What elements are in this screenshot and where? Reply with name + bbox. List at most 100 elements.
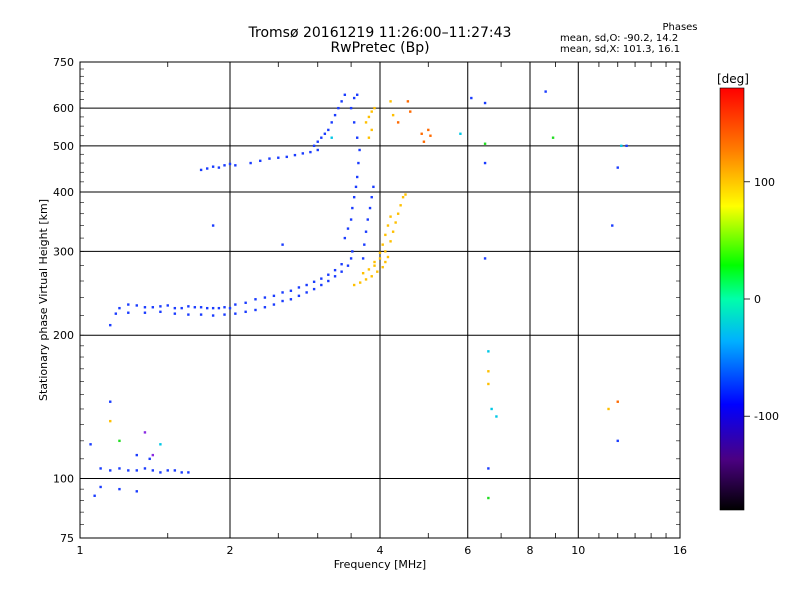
data-point (340, 263, 343, 266)
colorbar-tick-label: -100 (754, 410, 779, 423)
data-point (406, 100, 410, 103)
data-point (373, 260, 376, 264)
data-point (351, 206, 354, 210)
y-tick-label: 100 (53, 473, 74, 486)
data-point (93, 494, 96, 497)
x-tick-label: 2 (227, 544, 234, 557)
data-point (99, 485, 102, 489)
data-point (320, 136, 323, 139)
data-point (159, 443, 162, 446)
data-point (394, 221, 397, 224)
data-point (118, 467, 121, 470)
data-point (361, 272, 365, 275)
phases-info: Phases mean, sd,O: -90.2, 14.2 mean, sd,… (560, 22, 800, 55)
grid-lines (80, 62, 680, 538)
data-point (199, 168, 203, 172)
data-point (327, 128, 330, 132)
data-point (263, 306, 267, 309)
data-point (487, 496, 490, 500)
data-point (127, 303, 130, 306)
data-point (352, 96, 356, 100)
data-point (289, 298, 293, 301)
x-tick-label: 1 (77, 544, 84, 557)
data-point (159, 305, 162, 308)
data-point (490, 407, 493, 411)
data-point (373, 264, 376, 267)
data-point (217, 306, 221, 310)
data-point (349, 257, 353, 260)
data-point (378, 251, 382, 255)
data-point (381, 243, 384, 246)
data-point (367, 115, 371, 119)
data-point (234, 312, 237, 315)
data-point (346, 264, 350, 267)
data-point (193, 306, 197, 309)
x-tick-label: 4 (377, 544, 384, 557)
data-point (420, 132, 423, 135)
y-tick-label: 200 (53, 329, 74, 342)
data-point (355, 175, 359, 179)
data-point (327, 273, 330, 276)
data-point (370, 195, 373, 199)
data-point (495, 415, 498, 418)
y-tick-label: 75 (60, 532, 74, 545)
data-point (343, 93, 347, 96)
x-tick-label: 10 (571, 544, 585, 557)
x-tick-label: 6 (464, 544, 471, 557)
data-point (409, 110, 412, 113)
x-tick-label: 16 (673, 544, 687, 557)
data-point (118, 439, 121, 443)
y-axis-label: Stationary phase Virtual Height [km] (37, 199, 50, 401)
y-tick-label: 400 (53, 186, 74, 199)
phases-title: Phases (662, 22, 698, 33)
data-point (211, 165, 215, 168)
data-point (352, 121, 356, 124)
data-point (616, 439, 619, 443)
data-point (244, 301, 247, 304)
data-point (159, 310, 162, 314)
data-point (166, 304, 169, 307)
data-point (616, 400, 619, 403)
data-point (99, 467, 102, 470)
data-point (244, 310, 247, 314)
data-point (389, 240, 392, 243)
data-point (389, 215, 392, 218)
data-point (352, 283, 356, 287)
data-point (312, 280, 316, 283)
data-point (285, 155, 288, 159)
data-point (333, 275, 337, 278)
data-point (289, 289, 293, 292)
data-point (151, 306, 155, 309)
data-point (281, 299, 284, 303)
data-point (487, 382, 490, 386)
data-point (367, 268, 371, 271)
data-point (143, 311, 147, 314)
data-point (205, 306, 209, 310)
x-axis-label: Frequency [MHz] (334, 558, 426, 571)
data-point (211, 306, 215, 310)
data-point (143, 306, 147, 309)
data-point (187, 305, 190, 308)
data-point (173, 469, 177, 472)
data-point (391, 230, 395, 233)
data-point (396, 121, 400, 124)
data-point (401, 195, 405, 199)
chart-title-block: Tromsø 20161219 11:26:00–11:27:43 RwPret… (0, 26, 760, 56)
data-point (386, 255, 390, 259)
data-point (330, 136, 333, 139)
data-point (143, 431, 147, 434)
y-tick-label: 750 (53, 56, 74, 69)
data-point (118, 487, 121, 491)
data-point (366, 218, 369, 221)
data-point (268, 157, 271, 160)
data-point (199, 313, 203, 316)
data-point (483, 101, 487, 105)
x-axis-ticks: 1 2 4 6 8 10 16 (77, 62, 687, 557)
data-point (333, 113, 337, 117)
data-point (223, 313, 226, 316)
data-point (135, 490, 138, 493)
data-point (368, 206, 372, 210)
data-points (89, 90, 628, 500)
data-point (180, 471, 183, 474)
data-point (281, 243, 284, 246)
